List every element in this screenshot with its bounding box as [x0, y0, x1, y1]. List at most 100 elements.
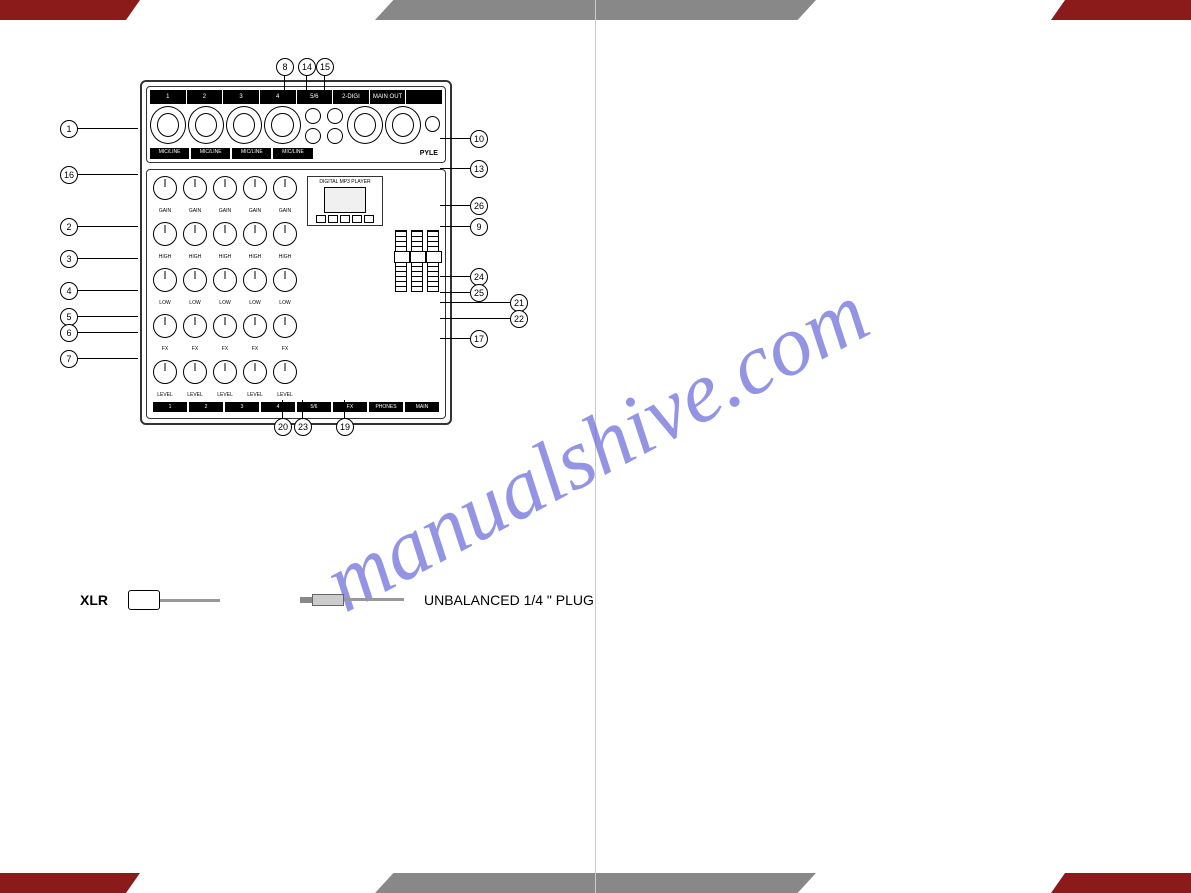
callout-14: 14 [298, 58, 316, 76]
channel-strip: GAIN HIGH LOW FX LEVEL [183, 176, 207, 398]
knob [273, 176, 297, 200]
callout-16: 16 [60, 166, 78, 184]
knob-label: LOW [189, 300, 200, 306]
xlr-row [150, 106, 442, 146]
knob [243, 314, 267, 338]
plug-section: XLR UNBALANCED 1/4 " PLUG [80, 590, 594, 610]
master-section: DIGITAL MP3 PLAYER [303, 176, 439, 398]
spacer [315, 148, 385, 159]
callout-19: 19 [336, 418, 354, 436]
knob [183, 360, 207, 384]
lead-line [324, 76, 325, 96]
lead-line [440, 292, 470, 293]
knob [213, 222, 237, 246]
knob-label: GAIN [279, 208, 291, 214]
lead-line [78, 128, 138, 129]
knob-label: LEVEL [187, 392, 203, 398]
callout-6: 6 [60, 324, 78, 342]
knob [273, 360, 297, 384]
decor-top-red-left [0, 0, 140, 20]
callout-8: 8 [276, 58, 294, 76]
knob-label: FX [252, 346, 258, 352]
mic-label-strip: MIC/LINE MIC/LINE MIC/LINE MIC/LINE PYLE [150, 148, 442, 159]
callout-2: 2 [60, 218, 78, 236]
header-cell: 1 [150, 90, 186, 104]
header-row: 12345/62-DIGIMAIN OUT [150, 90, 442, 104]
callout-10: 10 [470, 130, 488, 148]
knob-label: FX [162, 346, 168, 352]
knob [273, 314, 297, 338]
channel-strip: GAINHIGHLOWFXLEVEL [153, 176, 177, 398]
lead-line [78, 258, 138, 259]
callout-1: 1 [60, 120, 78, 138]
callout-22: 22 [510, 310, 528, 328]
knob-label: GAIN [189, 208, 201, 214]
lead-line [282, 400, 283, 418]
knob [213, 360, 237, 384]
knob [153, 314, 177, 338]
manual-page: manualshive.com 12345/62-DIGIMAIN OUT [0, 0, 1191, 893]
header-cell [406, 90, 442, 104]
knob-grid: GAIN HIGH LOW FX LEVEL GAIN HIGH LOW FX LEVEL GAIN… [153, 176, 439, 398]
callout-20: 20 [274, 418, 292, 436]
knob-label: HIGH [189, 254, 202, 260]
page-spine [595, 0, 596, 893]
channel-strip: GAINHIGHLOWFXLEVEL [273, 176, 297, 398]
callout-23: 23 [294, 418, 312, 436]
mic-label: MIC/LINE [232, 148, 271, 159]
callout-25: 25 [470, 284, 488, 302]
header-cell: MAIN OUT [370, 90, 406, 104]
lead-line [440, 138, 470, 139]
knob [243, 268, 267, 292]
knob [213, 314, 237, 338]
xlr-plug-icon [128, 590, 220, 610]
knob-label: HIGH [159, 254, 172, 260]
lead-line [78, 332, 138, 333]
lead-line [78, 358, 138, 359]
header-cell: 2-DIGI [333, 90, 369, 104]
decor-top-red-right [1051, 0, 1191, 20]
decor-top-gray-left [375, 0, 605, 20]
lead-line [78, 226, 138, 227]
knob [213, 268, 237, 292]
lead-line [302, 400, 303, 418]
decor-top-gray-right [586, 0, 816, 20]
decor-bot-gray-right [586, 873, 816, 893]
knob-label: GAIN [159, 208, 171, 214]
callout-17: 17 [470, 330, 488, 348]
knob [243, 176, 267, 200]
foot-cell: FX [333, 402, 367, 412]
knob-label: LOW [249, 300, 260, 306]
brand-label: PYLE [387, 148, 442, 159]
knob-label: LEVEL [217, 392, 233, 398]
lead-line [78, 174, 138, 175]
knob [213, 176, 237, 200]
callout-4: 4 [60, 282, 78, 300]
knob-label: HIGH [249, 254, 262, 260]
knob [153, 176, 177, 200]
mixer-bottom-panel: GAIN HIGH LOW FX LEVEL GAIN HIGH LOW FX LEVEL GAIN… [146, 169, 446, 419]
lead-line [306, 76, 307, 96]
lead-line [440, 302, 510, 303]
lead-line [440, 318, 510, 319]
lead-line [440, 226, 470, 227]
fader [395, 230, 407, 292]
decor-bot-red-left [0, 873, 140, 893]
knob [183, 268, 207, 292]
knob-label: GAIN [249, 208, 261, 214]
small-jack [327, 108, 343, 124]
xlr-jack [264, 106, 300, 144]
header-cell: 2 [187, 90, 223, 104]
callout-15: 15 [316, 58, 334, 76]
knob [273, 222, 297, 246]
knob-label: LOW [159, 300, 170, 306]
small-jack [305, 108, 321, 124]
knob-label: FX [192, 346, 198, 352]
mixer-diagram: 12345/62-DIGIMAIN OUT [100, 80, 480, 425]
channel-strip: GAINHIGHLOWFXLEVEL [213, 176, 237, 398]
knob-label: LOW [279, 300, 290, 306]
xlr-jack [188, 106, 224, 144]
foot-cell: 3 [225, 402, 259, 412]
xlr-out [347, 106, 383, 144]
mic-label: MIC/LINE [191, 148, 230, 159]
